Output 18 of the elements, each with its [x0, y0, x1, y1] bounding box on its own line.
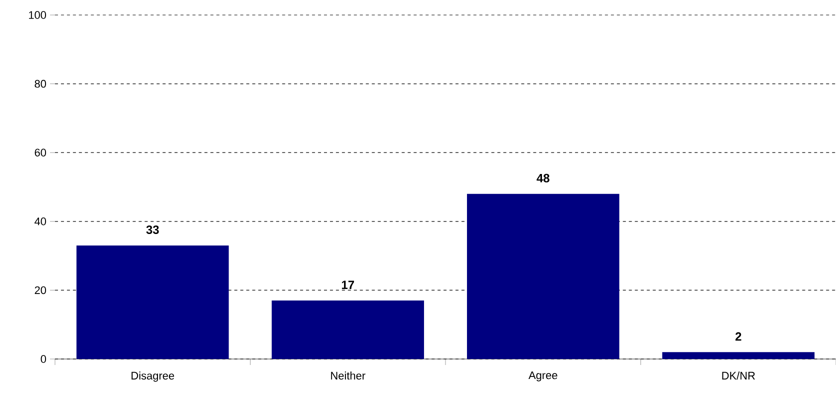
bar — [662, 352, 815, 359]
y-tick-label: 0 — [40, 355, 46, 363]
data-label: 2 — [735, 332, 742, 341]
y-tick-label: 40 — [34, 218, 46, 226]
x-tick-label: Neither — [331, 372, 366, 380]
data-label: 33 — [146, 225, 159, 234]
y-tick-label: 60 — [34, 148, 46, 156]
x-tick-label: Agree — [528, 372, 558, 382]
data-label: 48 — [536, 174, 550, 182]
bar — [76, 245, 229, 359]
y-tick-label: 80 — [34, 80, 46, 88]
bar — [466, 194, 620, 359]
bar — [272, 300, 424, 359]
x-tick-label: DK/NR — [722, 372, 755, 380]
x-tick-label: Disagree — [132, 372, 174, 382]
data-label: 17 — [342, 280, 354, 289]
y-tick-label: 100 — [29, 11, 46, 19]
y-tick-label: 20 — [34, 286, 46, 294]
